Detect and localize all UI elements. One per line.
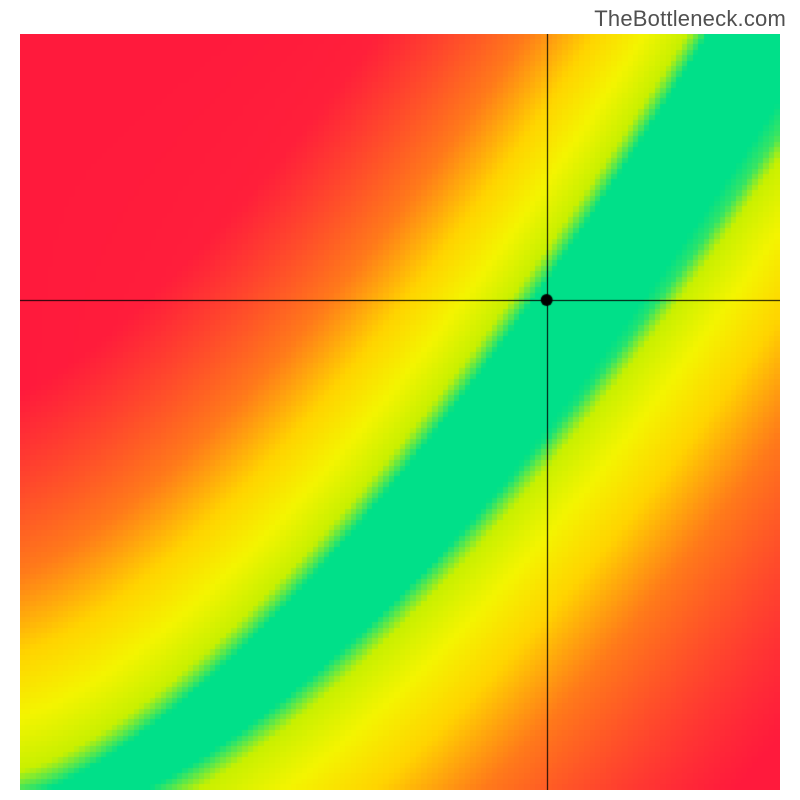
bottleneck-heatmap: [20, 34, 780, 790]
crosshair-overlay: [20, 34, 780, 790]
attribution-text: TheBottleneck.com: [594, 6, 786, 32]
